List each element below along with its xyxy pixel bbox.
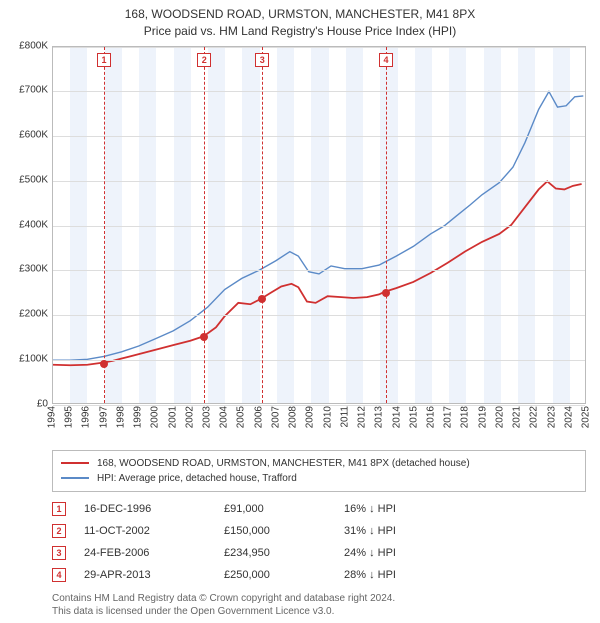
y-axis-label: £800K [8,40,48,51]
table-row: 3 24-FEB-2006£234,95024% ↓ HPI [52,542,586,564]
gridline [53,47,585,48]
legend-label-hpi: HPI: Average price, detached house, Traf… [97,471,297,486]
legend-swatch-property [61,462,89,464]
x-axis-label: 2011 [339,406,350,428]
sale-marker-box: 4 [52,568,66,582]
x-axis-label: 2004 [219,406,230,428]
x-axis-label: 2007 [270,406,281,428]
sale-marker-box: 3 [255,53,269,67]
y-axis-label: £100K [8,353,48,364]
x-axis-label: 2000 [150,406,161,428]
gridline [53,226,585,227]
y-axis-label: £600K [8,130,48,141]
sale-marker-dot [258,295,266,303]
x-axis-label: 1998 [115,406,126,428]
sale-diff-hpi: 24% ↓ HPI [344,547,464,559]
gridline [53,360,585,361]
footnote-line-2: This data is licensed under the Open Gov… [52,605,586,619]
sale-price: £150,000 [224,525,344,537]
x-axis-label: 2017 [443,406,454,428]
table-row: 2 11-OCT-2002£150,00031% ↓ HPI [52,520,586,542]
x-axis-label: 2001 [167,406,178,428]
legend-label-property: 168, WOODSEND ROAD, URMSTON, MANCHESTER,… [97,456,470,471]
y-axis-label: £400K [8,219,48,230]
sale-date: 16-DEC-1996 [84,503,224,515]
x-axis-label: 2012 [357,406,368,428]
x-axis-label: 2023 [546,406,557,428]
plot-area: 1 2 3 4 [52,46,586,404]
sale-date: 11-OCT-2002 [84,525,224,537]
sale-marker-box: 1 [97,53,111,67]
x-axis-label: 2010 [322,406,333,428]
sale-diff-hpi: 28% ↓ HPI [344,569,464,581]
sale-date: 24-FEB-2006 [84,547,224,559]
x-axis-label: 2015 [408,406,419,428]
sale-marker-line [386,47,387,403]
sale-marker-box: 3 [52,546,66,560]
y-axis-label: £0 [8,398,48,409]
sale-marker-box: 4 [379,53,393,67]
sale-marker-line [262,47,263,403]
y-axis-label: £700K [8,85,48,96]
legend-row-property: 168, WOODSEND ROAD, URMSTON, MANCHESTER,… [61,456,577,471]
x-axis-label: 2022 [529,406,540,428]
table-row: 1 16-DEC-1996£91,00016% ↓ HPI [52,498,586,520]
sale-price: £250,000 [224,569,344,581]
table-row: 4 29-APR-2013£250,00028% ↓ HPI [52,564,586,586]
sale-marker-line [104,47,105,403]
y-axis-label: £200K [8,309,48,320]
sale-marker-box: 2 [197,53,211,67]
chart-area: 1 2 3 4 £0 £100K £200K £300K £400K £500K £600K £70… [8,44,592,444]
footnote-line-1: Contains HM Land Registry data © Crown c… [52,592,586,606]
sale-date: 29-APR-2013 [84,569,224,581]
x-axis-label: 2013 [374,406,385,428]
x-axis-label: 2024 [563,406,574,428]
footnote: Contains HM Land Registry data © Crown c… [52,592,586,619]
x-axis-label: 2006 [253,406,264,428]
x-axis-label: 2009 [305,406,316,428]
x-axis-label: 1996 [81,406,92,428]
x-axis-label: 1999 [133,406,144,428]
gridline [53,136,585,137]
x-axis-label: 2008 [288,406,299,428]
x-axis-label: 2003 [202,406,213,428]
gridline [53,91,585,92]
chart-title: 168, WOODSEND ROAD, URMSTON, MANCHESTER,… [8,6,592,40]
sale-price: £234,950 [224,547,344,559]
x-axis-label: 2005 [236,406,247,428]
x-axis-label: 2002 [184,406,195,428]
legend-swatch-hpi [61,477,89,479]
sale-marker-line [204,47,205,403]
x-axis-label: 2019 [477,406,488,428]
legend-row-hpi: HPI: Average price, detached house, Traf… [61,471,577,486]
sale-marker-dot [200,333,208,341]
x-axis-label: 2021 [512,406,523,428]
x-axis-label: 2014 [391,406,402,428]
sale-marker-dot [100,360,108,368]
x-axis-label: 2018 [460,406,471,428]
x-axis-label: 2016 [425,406,436,428]
sale-marker-box: 1 [52,502,66,516]
sale-diff-hpi: 31% ↓ HPI [344,525,464,537]
x-axis-label: 2020 [494,406,505,428]
sale-price: £91,000 [224,503,344,515]
gridline [53,270,585,271]
line-layer [53,47,585,403]
sale-marker-box: 2 [52,524,66,538]
gridline [53,181,585,182]
sale-diff-hpi: 16% ↓ HPI [344,503,464,515]
sales-table: 1 16-DEC-1996£91,00016% ↓ HPI 2 11-OCT-2002… [52,498,586,586]
title-line-1: 168, WOODSEND ROAD, URMSTON, MANCHESTER,… [8,6,592,23]
x-axis-label: 1994 [47,406,58,428]
x-axis-label: 1997 [98,406,109,428]
title-line-2: Price paid vs. HM Land Registry's House … [8,23,592,40]
gridline [53,315,585,316]
y-axis-label: £500K [8,174,48,185]
x-axis-label: 1995 [64,406,75,428]
legend: 168, WOODSEND ROAD, URMSTON, MANCHESTER,… [52,450,586,492]
y-axis-label: £300K [8,264,48,275]
sale-marker-dot [382,289,390,297]
x-axis-label: 2025 [581,406,592,428]
